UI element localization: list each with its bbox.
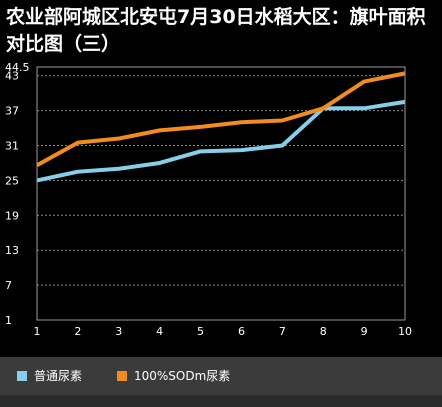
y-tick-label: 13 — [5, 244, 19, 257]
y-tick-label: 43 — [5, 70, 19, 83]
x-axis-tick-labels: 1 2 3 4 5 6 7 8 9 10 — [34, 325, 413, 338]
series-line-1 — [36, 99, 406, 183]
plot-frame — [36, 66, 406, 321]
legend-swatch-series-1 — [17, 370, 27, 381]
x-tick-label: 7 — [279, 325, 286, 338]
chart-title: 农业部阿城区北安屯7月30日水稻大区：旗叶面积对比图（三） — [6, 6, 426, 55]
x-tick-label: 10 — [398, 325, 412, 338]
y-tick-label: 44.5 — [5, 61, 30, 74]
legend-label-series-1: 普通尿素 — [34, 369, 83, 383]
legend-label-series-2: 100%SODm尿素 — [134, 369, 231, 383]
y-tick-label: 37 — [5, 105, 19, 118]
legend-item-series-1: 普通尿素 — [17, 367, 82, 384]
grid-lines — [37, 75, 405, 286]
y-tick-label: 31 — [5, 140, 19, 153]
series-lines — [36, 71, 406, 183]
series-line-2 — [36, 71, 406, 168]
legend: 普通尿素 100%SODm尿素 — [0, 357, 442, 395]
y-tick-label: 1 — [5, 314, 12, 327]
x-tick-label: 1 — [34, 325, 41, 338]
x-tick-label: 9 — [361, 325, 368, 338]
x-tick-label: 6 — [238, 325, 245, 338]
legend-swatch-series-2 — [117, 370, 127, 381]
legend-item-series-2: 100%SODm尿素 — [117, 367, 230, 384]
footer-strip — [0, 395, 442, 407]
y-tick-label: 19 — [5, 209, 19, 222]
x-tick-label: 8 — [320, 325, 327, 338]
x-tick-label: 2 — [74, 325, 81, 338]
x-tick-label: 5 — [197, 325, 204, 338]
x-tick-label: 4 — [156, 325, 163, 338]
y-tick-label: 25 — [5, 174, 19, 187]
x-tick-label: 3 — [115, 325, 122, 338]
y-tick-label: 7 — [5, 279, 12, 292]
